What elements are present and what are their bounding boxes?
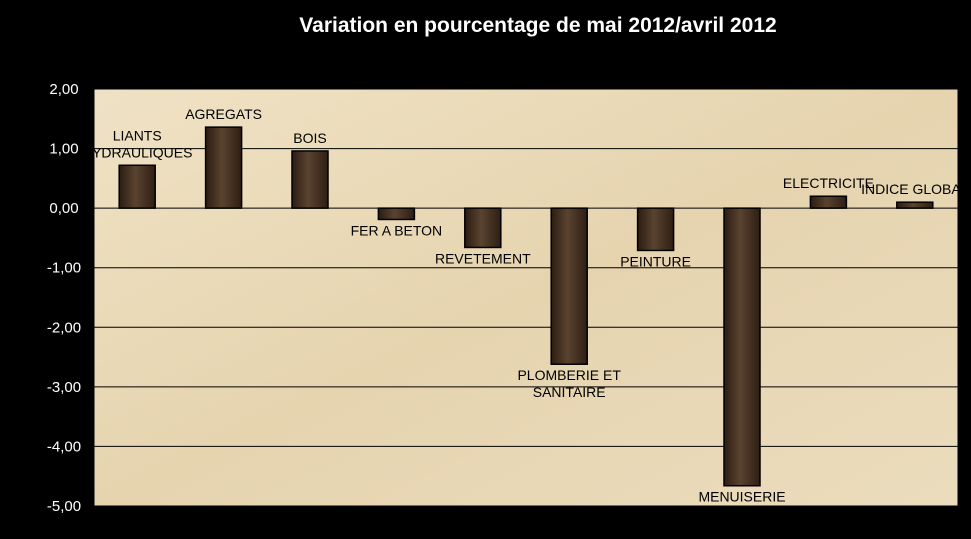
y-tick-label: -3,00 <box>47 379 81 396</box>
category-label: AGREGATS <box>185 106 262 122</box>
bar <box>291 150 329 209</box>
y-tick-label: 2,00 <box>49 81 78 98</box>
y-tick-label: -4,00 <box>47 438 81 455</box>
bar <box>550 207 588 365</box>
category-label: MENUISERIE <box>698 489 785 505</box>
category-label: HYDRAULIQUES <box>82 144 192 160</box>
category-label: PLOMBERIE ET <box>517 367 621 383</box>
category-label: BOIS <box>293 130 326 146</box>
bar <box>377 207 416 221</box>
bar <box>464 207 502 249</box>
chart-title: Variation en pourcentage de mai 2012/avr… <box>299 14 776 37</box>
category-label: PEINTURE <box>620 253 691 269</box>
bar <box>723 207 761 487</box>
category-label: LIANTS <box>113 127 162 143</box>
bar <box>809 195 848 209</box>
y-tick-label: -5,00 <box>47 498 81 515</box>
y-tick-label: 1,00 <box>49 141 78 158</box>
bar <box>896 201 934 209</box>
y-tick-label: -1,00 <box>47 260 81 277</box>
y-tick-label: 0,00 <box>49 200 78 217</box>
bar <box>636 207 675 252</box>
y-tick-label: -2,00 <box>47 319 81 336</box>
category-label: ELECTRICITE <box>783 175 874 191</box>
category-label: SANITAIRE <box>533 384 606 400</box>
bar <box>204 126 243 209</box>
category-label: FER A BETON <box>351 222 443 238</box>
bar <box>118 164 156 209</box>
y-axis-ticks: 2,00 1,00 0,00 -1,00 -2,00 -3,00 -4,00 -5,00 <box>47 81 81 515</box>
category-label: INDICE GLOBAL <box>861 181 969 197</box>
bars <box>118 126 934 487</box>
category-label: REVETEMENT <box>435 250 531 266</box>
